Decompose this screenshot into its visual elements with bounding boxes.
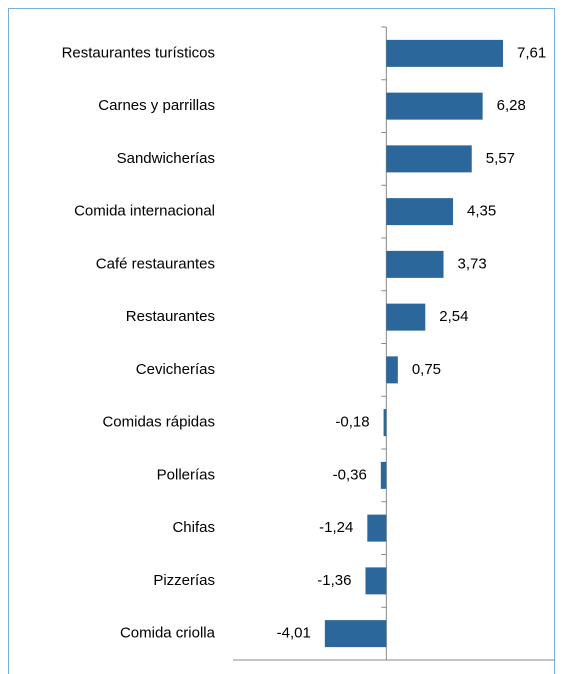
value-label: 4,35 — [467, 203, 496, 220]
bar — [386, 145, 472, 173]
bar — [380, 461, 387, 489]
bar — [324, 620, 387, 648]
bar — [367, 514, 387, 542]
category-label: Sandwicherías — [117, 150, 215, 167]
bar — [386, 198, 454, 226]
category-label: Pollerías — [157, 466, 215, 483]
category-label: Carnes y parrillas — [98, 97, 215, 114]
bar — [386, 356, 398, 384]
value-label: 7,61 — [517, 44, 546, 61]
bar — [383, 409, 387, 437]
bar — [386, 92, 483, 120]
category-label: Comida internacional — [74, 203, 215, 220]
category-label: Restaurantes — [126, 308, 215, 325]
value-label: -0,36 — [333, 466, 367, 483]
value-label: -0,18 — [335, 414, 369, 431]
value-label: 5,57 — [486, 150, 515, 167]
value-label: 3,73 — [458, 255, 487, 272]
bar — [386, 250, 444, 278]
value-label: 2,54 — [439, 308, 468, 325]
value-label: -1,24 — [319, 519, 353, 536]
bar — [386, 39, 504, 67]
category-label: Comida criolla — [120, 625, 216, 642]
value-label: -1,36 — [317, 572, 351, 589]
bar — [386, 303, 426, 331]
category-label: Cevicherías — [136, 361, 215, 378]
value-label: 6,28 — [497, 97, 526, 114]
category-label: Comidas rápidas — [102, 414, 215, 431]
category-label: Café restaurantes — [96, 255, 215, 272]
category-label: Pizzerías — [153, 572, 215, 589]
frame — [8, 8, 555, 674]
category-label: Restaurantes turísticos — [62, 44, 215, 61]
value-label: 0,75 — [412, 361, 441, 378]
category-label: Chifas — [172, 519, 215, 536]
value-label: -4,01 — [277, 625, 311, 642]
bar — [365, 567, 387, 595]
